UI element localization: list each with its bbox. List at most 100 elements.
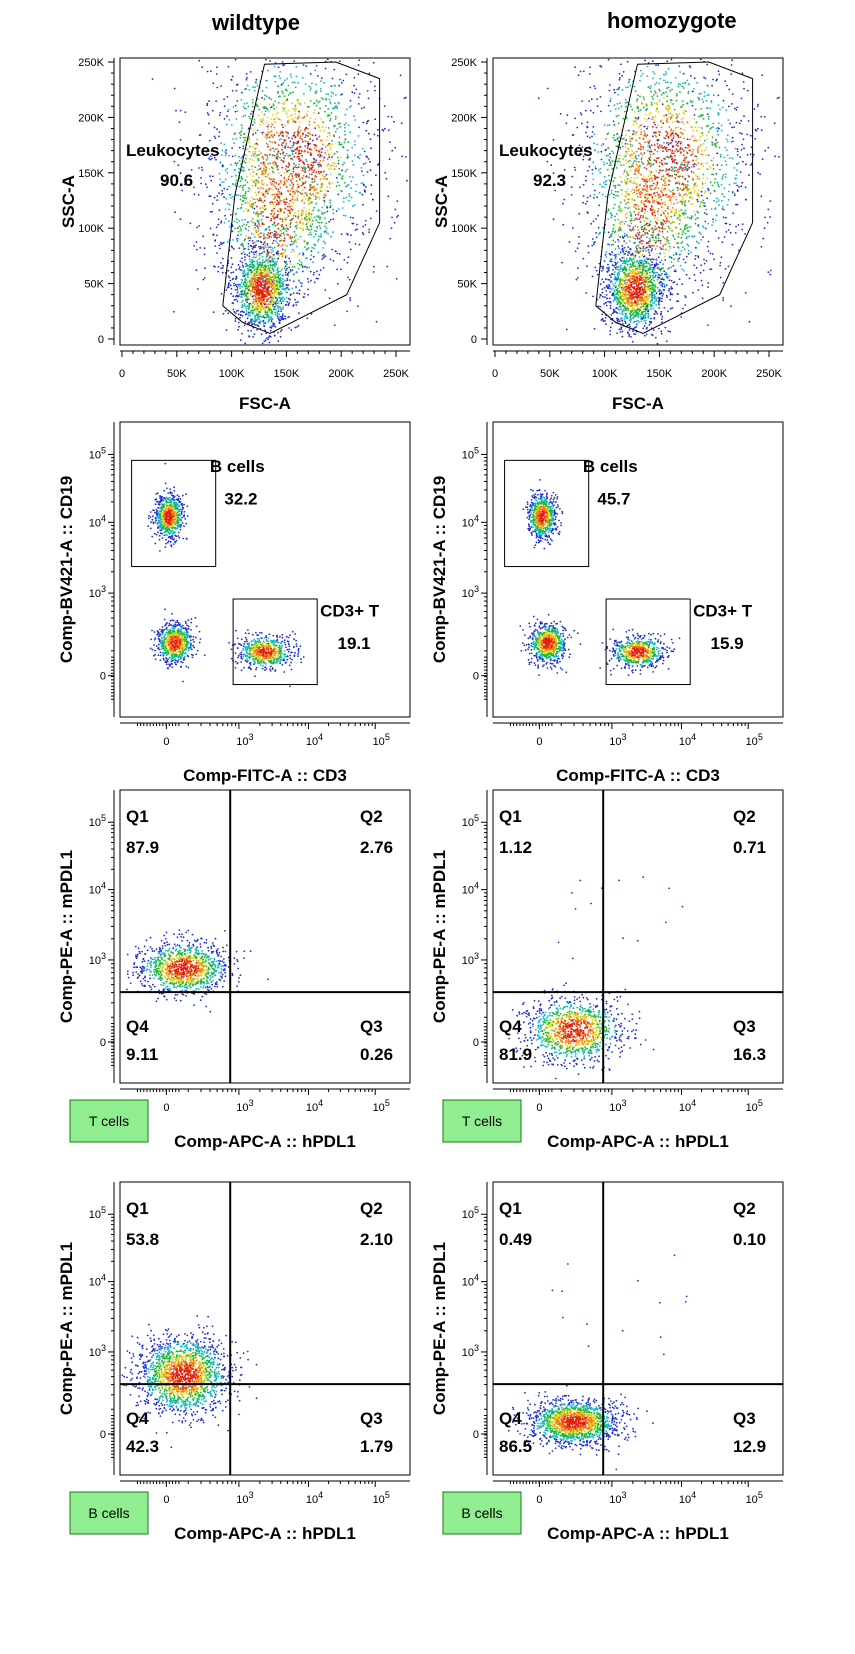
event-dot [644, 262, 646, 265]
event-dot [264, 153, 267, 156]
event-dot [260, 152, 262, 155]
event-dot [266, 109, 269, 111]
event-dot [297, 238, 300, 241]
event-dot [294, 164, 297, 167]
event-dot [266, 298, 269, 300]
event-dot [276, 260, 279, 263]
event-dot [279, 71, 281, 73]
event-dot [361, 193, 364, 196]
tick-label: 250K [756, 368, 782, 380]
event-dot [613, 289, 616, 292]
event-dot [345, 73, 348, 76]
event-dot [279, 300, 282, 302]
event-dot [369, 169, 372, 172]
event-dot [620, 326, 623, 328]
event-dot [269, 260, 272, 263]
event-dot [639, 295, 641, 298]
event-dot [312, 164, 314, 167]
event-dot [292, 217, 294, 220]
event-dot [230, 287, 233, 290]
event-dot [283, 211, 285, 214]
tick-label: 100K [219, 368, 245, 380]
event-dot [300, 227, 303, 230]
event-dot [326, 58, 329, 61]
event-dot [298, 252, 301, 255]
event-dot [280, 245, 283, 248]
event-dot [257, 301, 260, 304]
event-dot [223, 98, 226, 100]
event-dot [342, 201, 345, 203]
event-dot [232, 138, 234, 140]
event-dot [633, 286, 636, 288]
event-dot [310, 254, 313, 256]
event-dot [340, 82, 343, 84]
event-dot [640, 306, 642, 309]
event-dot [263, 98, 266, 101]
event-dot [244, 273, 247, 276]
event-dot [220, 85, 223, 87]
event-dot [618, 294, 620, 297]
event-dot [595, 269, 598, 272]
event-dot [295, 241, 298, 244]
event-dot [288, 119, 290, 121]
event-dot [246, 298, 249, 301]
event-dot [255, 244, 257, 247]
event-dot [240, 175, 243, 178]
event-dot [300, 261, 303, 264]
event-dot [637, 280, 640, 283]
event-dot [307, 142, 310, 145]
event-dot [277, 150, 280, 153]
event-dot [261, 264, 264, 267]
event-dot [274, 100, 277, 103]
event-dot [273, 193, 275, 196]
event-dot [303, 102, 306, 105]
event-dot [274, 80, 277, 83]
event-dot [290, 240, 293, 243]
event-dot [348, 176, 351, 178]
event-dot [627, 309, 630, 312]
event-dot [270, 187, 273, 190]
event-dot [633, 273, 636, 276]
event-dot [352, 222, 355, 225]
event-dot [336, 282, 339, 285]
event-dot [293, 241, 296, 244]
event-dot [375, 210, 378, 213]
event-dot [278, 293, 280, 295]
event-dot [344, 113, 347, 116]
event-dot [259, 123, 262, 126]
event-dot [319, 269, 322, 272]
event-dot [621, 311, 623, 313]
event-dot [652, 276, 655, 279]
event-dot [256, 198, 259, 201]
event-dot [234, 183, 237, 186]
event-dot [242, 273, 245, 275]
event-dot [251, 302, 254, 305]
event-dot [309, 148, 312, 150]
event-dot [233, 299, 236, 301]
event-dot [299, 191, 301, 194]
event-dot [282, 280, 284, 283]
event-dot [241, 219, 244, 221]
event-dot [314, 118, 317, 120]
event-dot [301, 160, 304, 163]
event-dot [620, 302, 623, 305]
event-dot [621, 245, 624, 247]
event-dot [260, 162, 262, 165]
event-dot [274, 195, 277, 198]
event-dot [292, 214, 295, 217]
event-dot [278, 190, 281, 193]
event-dot [635, 260, 638, 263]
event-dot [257, 306, 260, 309]
event-dot [601, 313, 604, 316]
event-dot [327, 232, 329, 235]
event-dot [341, 93, 343, 96]
event-dot [263, 199, 266, 202]
event-dot [317, 196, 320, 199]
event-dot [249, 273, 252, 276]
event-dot [246, 210, 249, 213]
event-dot [253, 286, 256, 289]
event-dot [318, 172, 320, 175]
event-dot [257, 246, 260, 249]
event-dot [262, 215, 264, 217]
